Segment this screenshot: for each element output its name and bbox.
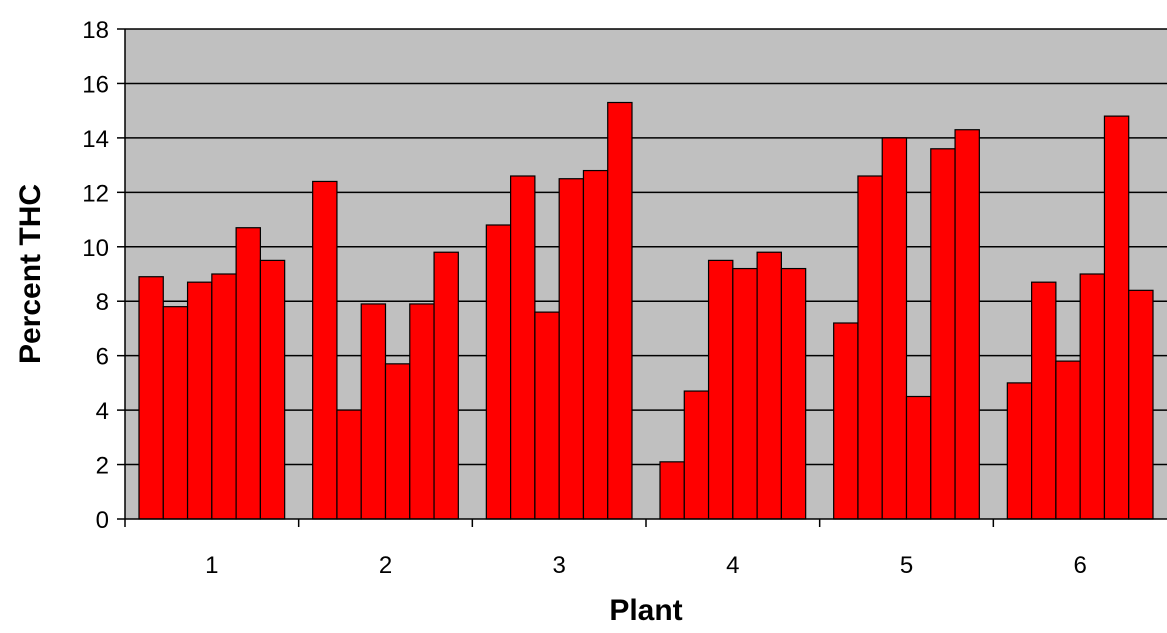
bar bbox=[1006, 382, 1033, 520]
y-tick-label: 16 bbox=[82, 71, 109, 98]
bar bbox=[659, 461, 685, 520]
bar bbox=[186, 281, 213, 520]
y-tick-label: 2 bbox=[96, 453, 109, 480]
bar bbox=[510, 175, 536, 520]
bar bbox=[384, 363, 411, 520]
bar bbox=[1103, 115, 1130, 520]
x-tick-label: 4 bbox=[726, 552, 739, 579]
y-tick-label: 6 bbox=[96, 344, 109, 371]
x-tick-label: 3 bbox=[552, 552, 565, 579]
bar bbox=[756, 251, 782, 520]
y-tick-label: 0 bbox=[96, 507, 109, 534]
bar bbox=[534, 311, 560, 520]
x-tick-label: 5 bbox=[900, 552, 913, 579]
y-tick-label: 8 bbox=[96, 289, 109, 316]
x-tick-label: 2 bbox=[379, 552, 392, 579]
bar bbox=[211, 273, 237, 520]
bar bbox=[683, 390, 710, 520]
bar bbox=[162, 306, 189, 520]
bar bbox=[607, 101, 633, 520]
bar bbox=[312, 180, 338, 520]
bar bbox=[954, 129, 980, 520]
bar bbox=[409, 303, 435, 520]
bar bbox=[732, 267, 758, 520]
x-tick-label: 6 bbox=[1073, 552, 1086, 579]
bar bbox=[336, 409, 362, 520]
bar bbox=[433, 251, 459, 520]
gridlines bbox=[125, 28, 1167, 466]
x-tick-label: 1 bbox=[205, 552, 218, 579]
bar bbox=[905, 395, 932, 520]
bar bbox=[235, 227, 261, 520]
x-axis-title: Plant bbox=[609, 594, 682, 627]
y-tick-label: 14 bbox=[82, 126, 109, 153]
bar bbox=[360, 303, 387, 520]
bar bbox=[485, 224, 512, 520]
bar bbox=[1079, 273, 1106, 520]
bars bbox=[138, 101, 1154, 520]
bar bbox=[558, 178, 585, 520]
y-tick-label: 4 bbox=[96, 398, 109, 425]
bar bbox=[1055, 360, 1081, 520]
y-axis-title: Percent THC bbox=[14, 184, 47, 364]
bar bbox=[1031, 281, 1057, 520]
axes bbox=[117, 28, 1167, 527]
plot-area bbox=[125, 29, 1167, 519]
y-tick-label: 18 bbox=[82, 17, 109, 44]
bar bbox=[833, 322, 859, 520]
y-tick-label: 10 bbox=[82, 235, 109, 262]
bar bbox=[857, 175, 883, 520]
bar bbox=[881, 137, 908, 520]
bar bbox=[582, 169, 609, 520]
bar bbox=[138, 276, 164, 520]
bar bbox=[259, 259, 286, 520]
bar bbox=[707, 259, 734, 520]
bar bbox=[780, 267, 807, 520]
y-tick-label: 12 bbox=[82, 180, 109, 207]
bar bbox=[930, 148, 956, 520]
bar bbox=[1128, 289, 1154, 520]
